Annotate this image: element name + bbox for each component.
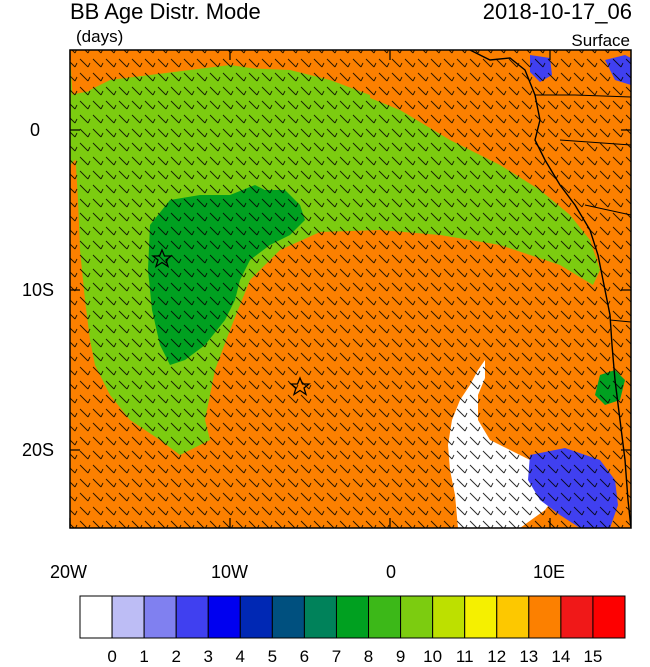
colorbar-label: 14 bbox=[551, 647, 571, 666]
age-field bbox=[70, 50, 631, 528]
colorbar-swatch bbox=[528, 595, 562, 639]
lat-tick-label: 0 bbox=[30, 120, 41, 140]
colorbar-label: 13 bbox=[519, 647, 539, 666]
colorbar-label: 5 bbox=[267, 647, 278, 666]
colorbar-label: 2 bbox=[171, 647, 181, 666]
colorbar-label: 8 bbox=[363, 647, 374, 666]
colorbar-swatch bbox=[496, 595, 530, 639]
level-label: Surface bbox=[571, 31, 630, 50]
colorbar-swatch bbox=[175, 595, 209, 639]
colorbar-swatch bbox=[143, 595, 177, 639]
lon-tick-label: 10E bbox=[533, 562, 566, 582]
colorbar-swatch bbox=[335, 595, 370, 639]
colorbar-swatch bbox=[303, 595, 337, 639]
star-marker bbox=[151, 248, 173, 269]
colorbar-swatch bbox=[368, 595, 402, 639]
colorbar-swatch bbox=[271, 595, 305, 639]
colorbar-swatch bbox=[464, 595, 498, 639]
star-marker bbox=[289, 376, 311, 397]
colorbar-swatch bbox=[207, 595, 241, 639]
axis-ticks bbox=[69, 50, 631, 528]
colorbar-label: 9 bbox=[395, 647, 406, 666]
plot-datetime: 2018-10-17_06 bbox=[482, 0, 632, 24]
lon-tick-label: 20W bbox=[50, 562, 88, 582]
units-label: (days) bbox=[76, 27, 124, 46]
lat-tick-label: 10S bbox=[22, 280, 55, 300]
colorbar-swatch bbox=[79, 595, 113, 639]
colorbar-swatch bbox=[400, 595, 434, 639]
colorbar-label: 11 bbox=[455, 647, 474, 666]
colorbar-label: 10 bbox=[423, 647, 443, 666]
colorbar-label: 15 bbox=[583, 647, 603, 666]
lon-tick-label: 10W bbox=[211, 562, 249, 582]
colorbar-label: 7 bbox=[331, 647, 342, 666]
colorbar-label: 1 bbox=[139, 647, 149, 666]
lon-tick-label: 0 bbox=[386, 562, 397, 582]
colorbar-swatch bbox=[432, 595, 466, 639]
colorbar-label: 3 bbox=[203, 647, 213, 666]
plot-title: BB Age Distr. Mode bbox=[70, 0, 261, 24]
colorbar-swatch bbox=[592, 595, 626, 639]
colorbar-label: 6 bbox=[299, 647, 310, 666]
colorbar bbox=[79, 595, 626, 639]
colorbar-swatch bbox=[560, 595, 594, 639]
colorbar-swatch bbox=[111, 595, 145, 639]
colorbar-swatch bbox=[239, 595, 273, 639]
colorbar-label: 0 bbox=[107, 647, 117, 666]
coastline bbox=[469, 50, 631, 528]
colorbar-label: 4 bbox=[235, 647, 246, 666]
colorbar-label: 12 bbox=[487, 647, 507, 666]
lat-tick-label: 20S bbox=[22, 440, 55, 460]
